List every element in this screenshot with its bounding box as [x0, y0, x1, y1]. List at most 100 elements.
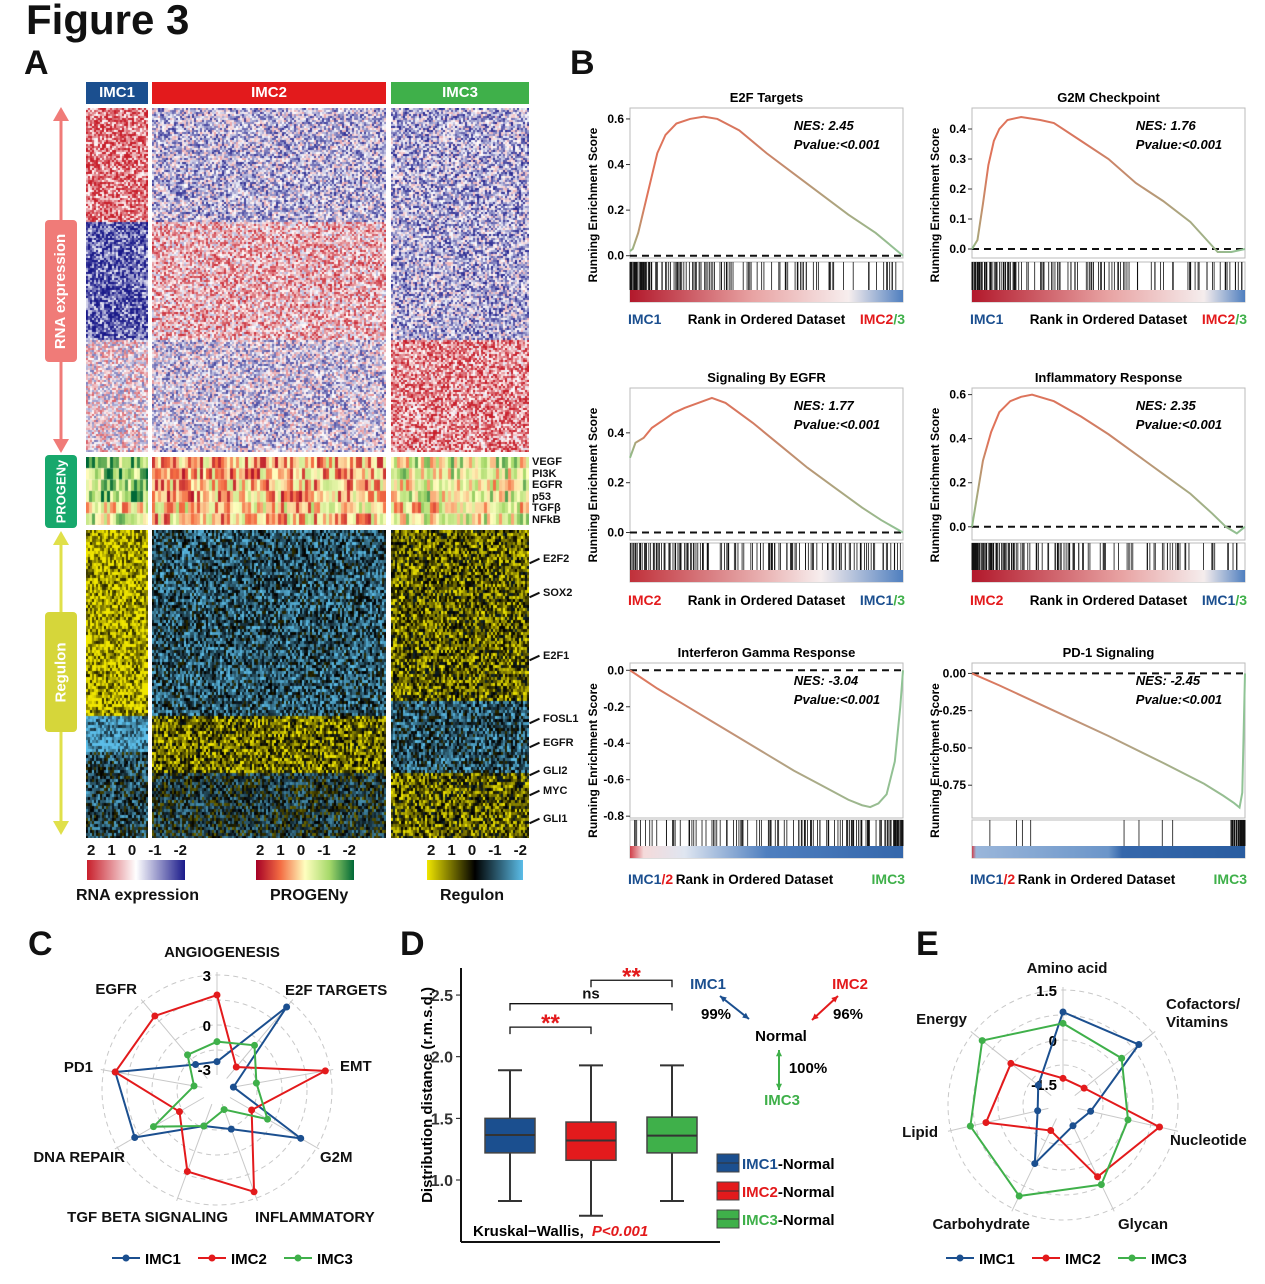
nes-label: NES: 2.35: [1136, 398, 1197, 413]
figure-title: Figure 3: [26, 0, 190, 43]
y-axis-label: Running Enrichment Score: [928, 683, 942, 838]
progeny-row-label: TGFβ: [532, 502, 561, 514]
data-point: [190, 1082, 198, 1090]
gsea-title: Inflammatory Response: [1035, 370, 1182, 385]
data-point: [220, 1106, 228, 1114]
data-point: [1080, 1084, 1088, 1092]
legend-label: IMC2: [1065, 1251, 1101, 1268]
test-name: Kruskal−Wallis,: [473, 1223, 588, 1240]
progeny-heatmap-imc1: [86, 457, 148, 525]
group-header-imc1: IMC1: [86, 82, 148, 104]
gsea-title: Interferon Gamma Response: [678, 645, 856, 660]
radar-axis-label: INFLAMMATORY: [255, 1209, 375, 1226]
data-point: [1059, 1019, 1067, 1027]
radial-tick-label: -3: [198, 1062, 211, 1079]
regulon-gene-label: SOX2: [543, 587, 573, 599]
phenotype-text: IMC2: [628, 592, 662, 608]
pvalue-label: Pvalue:<0.001: [1136, 417, 1222, 432]
y-tick-label: 0.0: [607, 249, 624, 263]
spoke: [176, 1103, 213, 1202]
spoke: [114, 1097, 205, 1150]
pvalue-label: Pvalue:<0.001: [1136, 137, 1222, 152]
data-point: [1156, 1123, 1164, 1131]
y-tick-label: 0.00: [943, 666, 967, 680]
series-imc1: [1033, 1010, 1141, 1167]
phenotype-text: /3: [893, 311, 905, 327]
regulon-legend-title: Regulon: [440, 887, 504, 904]
data-point: [1087, 1107, 1095, 1115]
ranked-metric-bar: [972, 846, 1245, 858]
legend-tick: -1: [148, 842, 162, 859]
y-tick-label: 0.2: [607, 476, 624, 490]
y-axis-label: Running Enrichment Score: [928, 127, 942, 282]
legend-label: IMC1: [145, 1251, 181, 1268]
data-point: [213, 1058, 221, 1066]
regulon-colorbar: [427, 860, 523, 880]
arrowhead-icon: [812, 1013, 819, 1020]
data-point: [184, 1051, 192, 1059]
y-tick-label: -0.6: [603, 773, 624, 787]
panel-label-c: C: [28, 925, 53, 963]
similarity-imc3: IMC3: [764, 1092, 800, 1109]
phenotype-text: IMC1: [1202, 592, 1236, 608]
significance-label: ns: [582, 986, 600, 1003]
legend-tick: 2: [427, 842, 436, 859]
radial-tick-label: 3: [203, 968, 211, 985]
arrowhead-icon: [775, 1050, 783, 1057]
y-axis-label: Running Enrichment Score: [586, 127, 600, 282]
plot-frame: [971, 107, 1246, 259]
legend-label: IMC1-Normal: [742, 1156, 835, 1173]
legend-tick: -2: [173, 842, 187, 859]
legend-tick: -1: [317, 842, 331, 859]
legend-tick: 1: [447, 842, 456, 859]
y-tick-label: 0.6: [607, 112, 624, 126]
test-pvalue: P<0.001: [592, 1223, 648, 1240]
left-phenotype-label: IMC1/2: [628, 871, 673, 887]
data-point: [192, 1060, 200, 1068]
regulon-gene-label: MYC: [543, 785, 568, 797]
radial-tick-label: 1.5: [1036, 983, 1057, 1000]
grid-ring: [176, 1049, 258, 1131]
rna-legend-title: RNA expression: [76, 887, 199, 904]
y-tick-label: 0.0: [949, 242, 966, 256]
data-point: [149, 1123, 157, 1131]
y-axis-label: Running Enrichment Score: [586, 683, 600, 838]
spoke: [229, 1097, 320, 1150]
y-tick-label: 2.5: [431, 988, 453, 1005]
y-tick-label: -0.25: [939, 704, 967, 718]
data-point: [213, 991, 221, 999]
plot-frame: [971, 387, 1246, 541]
legend-label: IMC2-Normal: [742, 1184, 835, 1201]
y-tick-label: -0.4: [603, 736, 624, 750]
phenotype-text: IMC1: [628, 871, 662, 887]
data-point: [1059, 1008, 1067, 1016]
data-point: [978, 1037, 986, 1045]
regulon-heatmap-imc2: [152, 530, 386, 838]
legend-marker: [294, 1254, 302, 1262]
right-phenotype-label: IMC2/3: [860, 311, 905, 327]
data-point: [232, 1063, 240, 1071]
radar-axis-label: E2F TARGETS: [285, 982, 388, 999]
gsea-plot-5: Interferon Gamma Response 0.0 -0.2 -0.4 -0.6…: [586, 645, 905, 887]
similarity-imc1-percent: 99%: [701, 1006, 731, 1023]
data-point: [227, 1125, 235, 1133]
radar-axis-label: ANGIOGENESIS: [164, 944, 280, 961]
legend-tick: 2: [87, 842, 96, 859]
gsea-plot-4: Inflammatory Response 0.0 0.2 0.4 0.6 NES: 2.…: [928, 370, 1247, 608]
gsea-title: PD-1 Signaling: [1063, 645, 1155, 660]
progeny-row-label: NFkB: [532, 513, 561, 526]
phenotype-text: /3: [1235, 311, 1247, 327]
legend-label: IMC3: [317, 1251, 353, 1268]
phenotype-text: IMC1: [628, 311, 662, 327]
y-tick-label: 0.4: [607, 426, 624, 440]
comparison-bracket: [509, 1026, 592, 1035]
legend-tick: 2: [256, 842, 265, 859]
regulon-label: Regulon: [45, 612, 77, 732]
data-point: [1124, 1116, 1132, 1124]
rna-colorbar: [87, 860, 185, 880]
data-point: [250, 1188, 258, 1196]
progeny-row-label: VEGF: [532, 456, 562, 468]
similarity-imc1: IMC1: [690, 976, 726, 993]
y-tick-label: -0.8: [603, 809, 624, 823]
legend-suffix: -Normal: [778, 1184, 835, 1201]
